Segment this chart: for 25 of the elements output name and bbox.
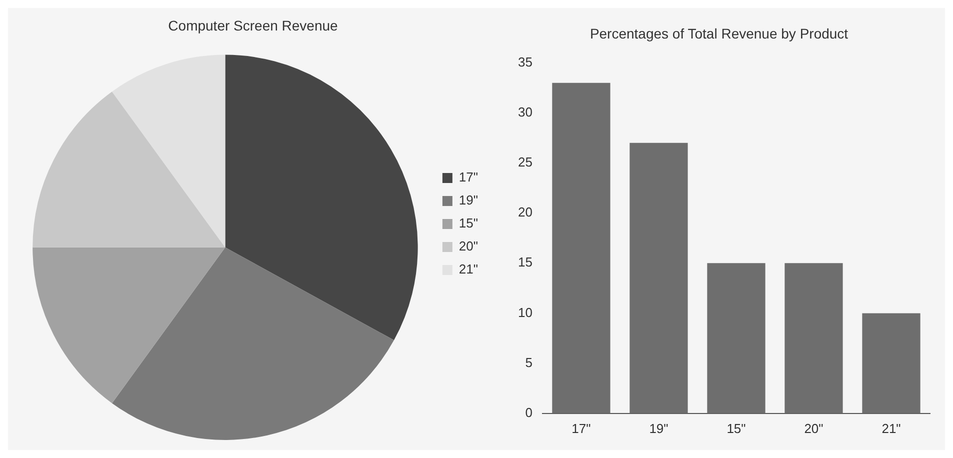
chart-title: Computer Screen Revenue <box>168 17 338 34</box>
legend-label: 21" <box>458 262 478 277</box>
x-tick-label: 17" <box>572 420 592 436</box>
bar <box>707 263 766 414</box>
y-tick-label: 30 <box>518 104 532 120</box>
y-tick-label: 20 <box>518 204 532 220</box>
bar <box>862 313 920 414</box>
legend-label: 17" <box>458 170 478 185</box>
y-tick-label: 0 <box>525 404 532 420</box>
bar <box>630 142 688 414</box>
x-tick-label: 20" <box>804 420 824 436</box>
legend-label: 19" <box>458 192 478 208</box>
x-tick-label: 15" <box>726 420 746 436</box>
y-tick-label: 25 <box>518 154 532 170</box>
y-tick-label: 10 <box>518 304 532 320</box>
y-tick-label: 5 <box>525 354 532 370</box>
y-tick-label: 15 <box>518 254 532 270</box>
legend-label: 15" <box>458 216 478 231</box>
chart-title: Percentages of Total Revenue by Product <box>590 25 848 42</box>
legend-label: 20" <box>458 238 478 254</box>
x-tick-label: 19" <box>649 420 669 436</box>
bar <box>784 263 843 414</box>
y-tick-label: 35 <box>518 54 532 70</box>
bar <box>552 82 610 414</box>
x-tick-label: 21" <box>882 420 902 436</box>
